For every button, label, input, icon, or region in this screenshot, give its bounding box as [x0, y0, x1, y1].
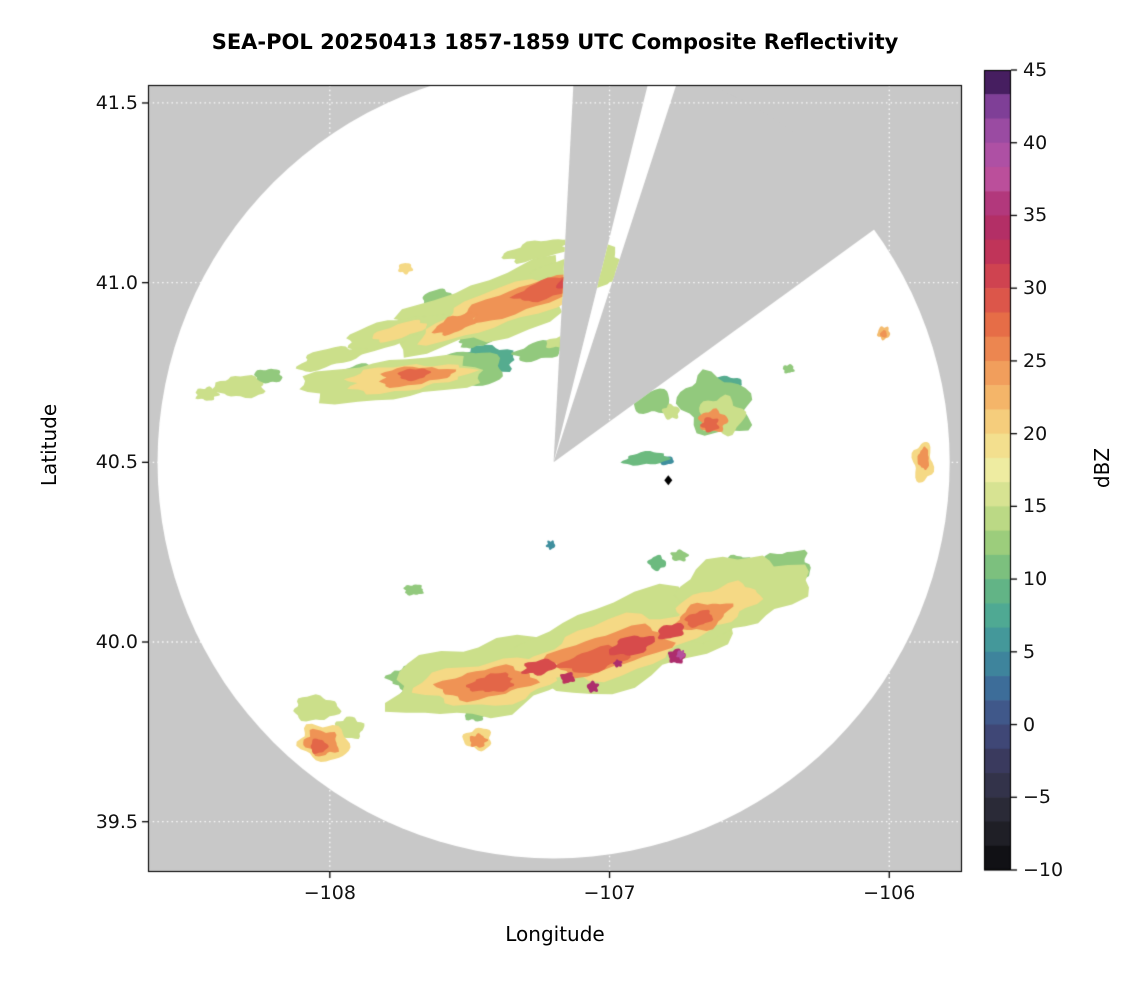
colorbar-tick-label: −5 — [1023, 786, 1052, 809]
x-tick-label: −108 — [303, 882, 356, 904]
x-tick-label: −107 — [583, 882, 636, 904]
colorbar-tick-label: 25 — [1023, 349, 1048, 372]
y-tick-label: 39.5 — [95, 810, 138, 833]
colorbar-tick-label: −10 — [1023, 859, 1064, 881]
x-tick-label: −106 — [863, 882, 916, 904]
colorbar-tick-label: 15 — [1023, 495, 1048, 518]
chart-title: SEA-POL 20250413 1857-1859 UTC Composite… — [211, 30, 899, 54]
colorbar-tick-label: 40 — [1023, 131, 1048, 154]
colorbar-tick-label: 10 — [1023, 568, 1048, 591]
y-tick-label: 40.5 — [95, 451, 138, 474]
y-axis-label: Latitude — [37, 403, 61, 487]
y-tick-label: 41.5 — [95, 91, 138, 114]
colorbar-tick-label: 0 — [1023, 713, 1036, 736]
colorbar-tick-label: 5 — [1023, 640, 1036, 663]
colorbar-tick-label: 30 — [1023, 277, 1048, 300]
colorbar-tick-label: 45 — [1023, 59, 1048, 81]
colorbar-tick-label: 20 — [1023, 422, 1048, 445]
colorbar-label: dBZ — [1090, 447, 1114, 489]
x-axis-label: Longitude — [505, 922, 605, 946]
y-tick-label: 41.0 — [95, 271, 138, 294]
y-tick-label: 40.0 — [95, 631, 138, 653]
colorbar-tick-label: 35 — [1023, 204, 1048, 227]
